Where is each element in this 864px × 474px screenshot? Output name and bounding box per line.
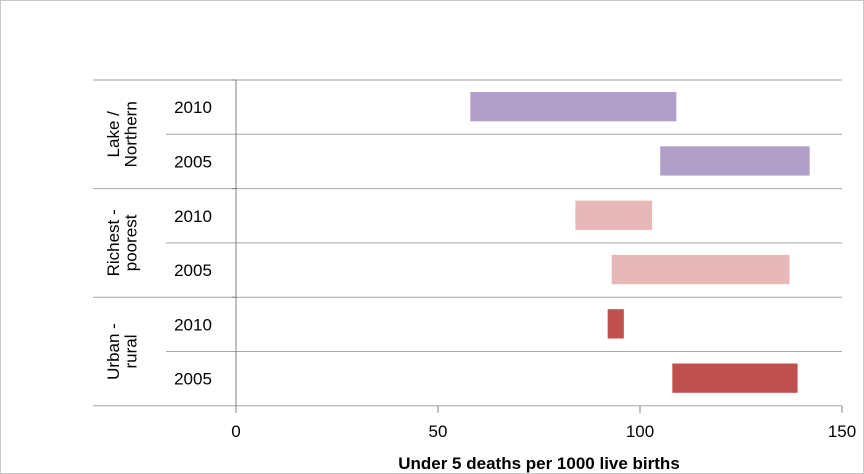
x-axis-title: Under 5 deaths per 1000 live births [398, 454, 680, 473]
year-label: 2005 [174, 152, 212, 171]
year-label: 2010 [174, 98, 212, 117]
range-bar [611, 254, 790, 285]
bars [470, 92, 810, 393]
year-label: 2010 [174, 315, 212, 334]
year-label: 2010 [174, 207, 212, 226]
range-bar [575, 200, 653, 230]
x-tick-label: 100 [626, 422, 654, 441]
range-bar [470, 92, 677, 122]
labels: 2010 2005 Lake /Northern 2010 2005 Richest -p… [104, 98, 212, 389]
group-label: Urban -rural [104, 323, 141, 380]
axes: 0 50 100 150 [231, 79, 856, 441]
range-bar [672, 363, 798, 393]
gridlines [93, 79, 842, 407]
range-bar [607, 309, 624, 339]
range-bar [660, 146, 810, 176]
x-tick-label: 150 [828, 422, 856, 441]
group-label: Richest -poorest [104, 209, 141, 276]
group-label: Lake /Northern [104, 101, 141, 167]
year-label: 2005 [174, 261, 212, 280]
year-label: 2005 [174, 370, 212, 389]
x-tick-label: 50 [429, 422, 448, 441]
x-tick-label: 0 [231, 422, 240, 441]
